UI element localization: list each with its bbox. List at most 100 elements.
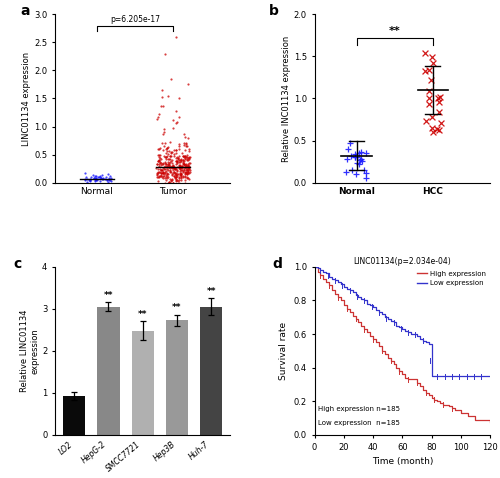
Point bbox=[180, 173, 188, 180]
Point bbox=[92, 175, 100, 183]
Point bbox=[163, 169, 171, 176]
Point bbox=[171, 169, 179, 176]
Point bbox=[176, 172, 184, 179]
Point bbox=[157, 169, 165, 176]
Point bbox=[172, 174, 180, 182]
Point bbox=[162, 149, 170, 157]
Point bbox=[170, 150, 178, 158]
Point bbox=[154, 168, 162, 176]
Point bbox=[357, 149, 365, 156]
Point bbox=[164, 161, 172, 169]
Point bbox=[177, 169, 185, 176]
Point bbox=[178, 162, 186, 170]
Point bbox=[178, 163, 186, 171]
Point bbox=[86, 176, 94, 184]
Point bbox=[182, 139, 190, 146]
Point bbox=[164, 92, 172, 99]
Point bbox=[157, 166, 165, 174]
Point bbox=[180, 160, 188, 168]
Point bbox=[160, 102, 168, 109]
Point bbox=[343, 155, 351, 163]
Bar bbox=[200, 307, 222, 435]
Point bbox=[437, 119, 445, 127]
Point bbox=[152, 164, 160, 172]
Point bbox=[169, 179, 177, 186]
Y-axis label: LINC01134 expression: LINC01134 expression bbox=[22, 52, 32, 145]
Bar bbox=[132, 331, 154, 435]
Point bbox=[166, 175, 174, 183]
Point bbox=[176, 170, 184, 177]
Point bbox=[186, 162, 194, 170]
Point bbox=[157, 170, 165, 177]
Point bbox=[178, 156, 186, 164]
Point bbox=[167, 177, 175, 185]
Point bbox=[360, 166, 368, 174]
Point bbox=[176, 161, 184, 168]
Legend: High expression, Low expression: High expression, Low expression bbox=[414, 268, 488, 289]
Point bbox=[180, 139, 188, 147]
Point bbox=[159, 168, 167, 176]
Point bbox=[181, 176, 189, 184]
Point bbox=[173, 176, 181, 184]
Point bbox=[174, 171, 182, 178]
Text: d: d bbox=[272, 257, 282, 271]
Point bbox=[154, 173, 162, 180]
Point bbox=[176, 174, 184, 182]
Point bbox=[180, 160, 188, 167]
Point bbox=[178, 163, 186, 170]
Point bbox=[170, 168, 178, 176]
Point bbox=[156, 159, 164, 167]
Point bbox=[164, 170, 172, 178]
Point bbox=[184, 160, 192, 168]
Point bbox=[152, 160, 160, 167]
Point bbox=[162, 160, 170, 167]
Point bbox=[172, 120, 180, 127]
Point bbox=[164, 147, 172, 154]
Point bbox=[177, 173, 185, 180]
Point bbox=[185, 164, 193, 172]
Point bbox=[83, 175, 91, 183]
Point bbox=[168, 172, 176, 179]
Point bbox=[156, 168, 164, 176]
Point bbox=[167, 163, 175, 171]
Point bbox=[178, 174, 186, 181]
Point bbox=[186, 163, 194, 171]
Text: Low expression  n=185: Low expression n=185 bbox=[318, 420, 400, 426]
Point bbox=[104, 171, 112, 178]
X-axis label: Time (month): Time (month) bbox=[372, 457, 433, 466]
Title: LINC01134(p=2.034e-04): LINC01134(p=2.034e-04) bbox=[354, 257, 451, 266]
Point bbox=[353, 159, 361, 166]
Point bbox=[421, 67, 429, 75]
Point bbox=[164, 158, 172, 166]
Point bbox=[162, 167, 170, 175]
Point bbox=[174, 141, 182, 148]
Point bbox=[174, 154, 182, 162]
Point bbox=[184, 169, 192, 177]
Point bbox=[166, 179, 174, 186]
Point bbox=[155, 145, 163, 153]
Point bbox=[176, 176, 184, 184]
Point bbox=[174, 172, 182, 180]
Point bbox=[154, 165, 162, 173]
Point bbox=[184, 163, 192, 171]
Point bbox=[156, 172, 164, 180]
Point bbox=[166, 178, 173, 185]
Point bbox=[163, 162, 171, 170]
Point bbox=[161, 162, 169, 170]
Point bbox=[160, 152, 168, 160]
Point bbox=[172, 169, 180, 177]
Point bbox=[154, 162, 162, 170]
Point bbox=[170, 164, 177, 172]
Point bbox=[105, 175, 113, 183]
Point bbox=[92, 176, 100, 184]
Point bbox=[180, 162, 188, 169]
Point bbox=[162, 145, 170, 153]
Point bbox=[178, 152, 186, 160]
Point bbox=[102, 173, 110, 181]
Point bbox=[168, 156, 175, 164]
Point bbox=[175, 173, 183, 181]
Point bbox=[347, 152, 355, 160]
Point bbox=[158, 173, 166, 180]
Point bbox=[162, 176, 170, 184]
Point bbox=[166, 176, 174, 184]
